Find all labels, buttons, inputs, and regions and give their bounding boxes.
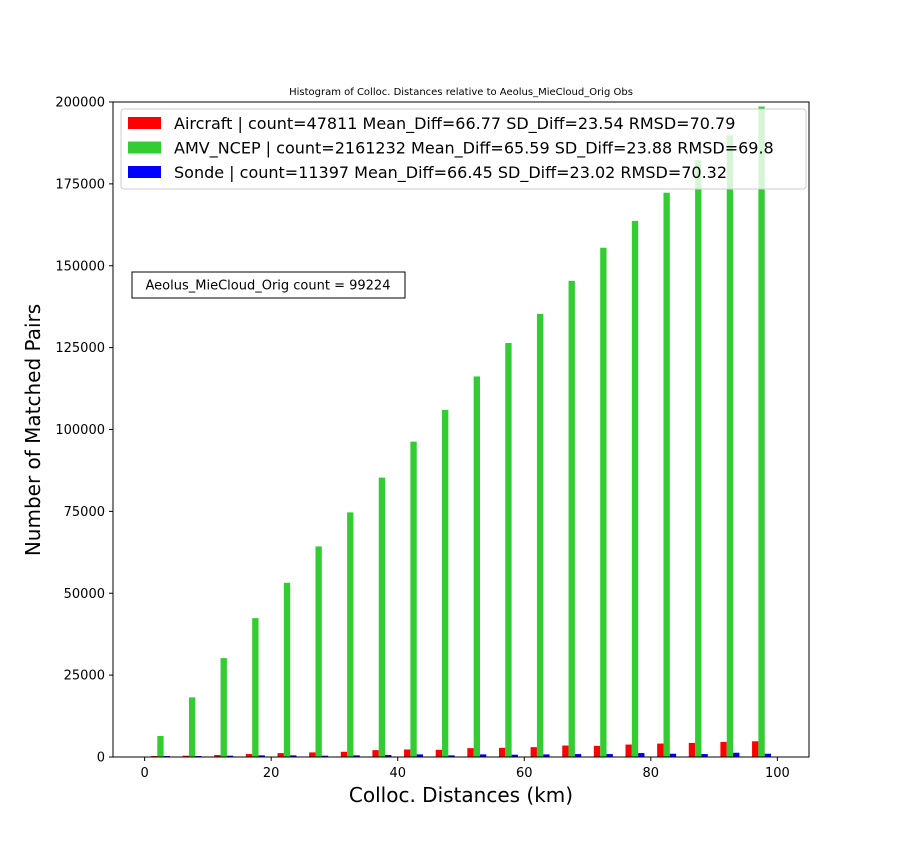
bar-series-2-bin-18	[733, 752, 740, 757]
bar-series-1-bin-14	[600, 247, 607, 758]
y-tick-label: 25000	[64, 669, 105, 684]
y-tick-label: 75000	[64, 505, 105, 520]
legend-swatch	[128, 117, 161, 129]
bar-series-2-bin-2	[226, 755, 234, 757]
bar-series-1-bin-12	[536, 313, 544, 757]
plot-frame	[112, 101, 810, 758]
bar-series-2-bin-8	[416, 754, 424, 757]
bar-series-1-bin-19	[758, 106, 765, 758]
y-tick-label: 175000	[55, 177, 105, 192]
bar-series-0-bin-18	[720, 741, 727, 757]
bar-series-1-bin-6	[347, 512, 354, 757]
bar-series-2-bin-7	[385, 755, 392, 757]
bar-series-0-bin-15	[625, 744, 632, 757]
bar-series-0-bin-6	[340, 751, 348, 757]
y-tick-label: 100000	[55, 423, 105, 438]
bar-series-0-bin-4	[277, 753, 284, 757]
x-tick-label: 0	[140, 766, 148, 781]
bar-series-2-bin-13	[574, 754, 582, 757]
bar-series-1-bin-13	[568, 280, 575, 757]
bar-series-1-bin-2	[220, 658, 227, 757]
bar-series-2-bin-19	[764, 753, 772, 757]
bar-series-1-bin-8	[410, 441, 417, 757]
bar-series-0-bin-9	[435, 749, 443, 757]
x-tick-label: 100	[765, 766, 790, 781]
bars-layer	[150, 106, 772, 758]
bar-series-2-bin-15	[638, 753, 645, 757]
bar-series-0-bin-14	[593, 745, 601, 757]
bar-series-1-bin-0	[157, 736, 164, 757]
legend-label: Aircraft | count=47811 Mean_Diff=66.77 S…	[174, 114, 735, 134]
y-axis: 0 25000 50000 75000 100000 125000 150000 175000…	[55, 96, 113, 766]
x-axis: 0 20 40 60 80 100	[140, 757, 790, 781]
bar-series-2-bin-10	[479, 754, 487, 757]
bar-series-0-bin-11	[498, 747, 506, 757]
annotation-box: Aeolus_MieCloud_Orig count = 99224	[131, 271, 406, 299]
bar-series-0-bin-13	[562, 745, 569, 757]
bar-series-1-bin-4	[283, 582, 291, 757]
y-axis-label: Number of Matched Pairs	[21, 304, 45, 556]
bar-series-0-bin-16	[657, 743, 664, 757]
bar-series-1-bin-16	[663, 192, 670, 758]
bar-series-0-bin-1	[182, 755, 189, 757]
bar-series-0-bin-19	[752, 741, 759, 757]
bar-series-2-bin-17	[701, 754, 708, 757]
bar-series-0-bin-8	[404, 749, 411, 757]
x-tick-label: 20	[263, 766, 280, 781]
bar-series-2-bin-3	[258, 755, 265, 757]
legend-frame	[120, 108, 807, 190]
legend-swatch	[128, 166, 161, 178]
bar-series-2-bin-14	[606, 754, 613, 757]
bar-series-2-bin-5	[321, 755, 329, 757]
bar-series-0-bin-7	[372, 750, 379, 757]
y-tick-label: 50000	[64, 587, 105, 602]
bar-series-0-bin-10	[467, 748, 474, 757]
annotation-text: Aeolus_MieCloud_Orig count = 99224	[146, 279, 391, 294]
bar-series-2-bin-9	[448, 755, 455, 757]
bar-series-1-bin-17	[695, 160, 702, 758]
legend-swatch	[128, 141, 161, 154]
bar-series-1-bin-9	[442, 409, 449, 757]
bar-series-2-bin-16	[669, 753, 677, 757]
bar-series-0-bin-3	[245, 754, 253, 757]
x-tick-label: 60	[516, 766, 533, 781]
legend-label: Sonde | count=11397 Mean_Diff=66.45 SD_D…	[174, 163, 727, 183]
bar-series-1-bin-3	[252, 618, 259, 757]
bar-series-0-bin-2	[214, 755, 221, 757]
x-tick-label: 40	[389, 766, 406, 781]
y-tick-label: 0	[97, 751, 105, 766]
bar-series-1-bin-18	[726, 135, 734, 757]
legend: Aircraft | count=47811 Mean_Diff=66.77 S…	[120, 108, 807, 190]
bar-series-1-bin-10	[473, 376, 480, 757]
bar-series-1-bin-7	[378, 477, 386, 757]
bar-series-0-bin-12	[530, 747, 537, 757]
y-tick-label: 125000	[55, 341, 105, 356]
bar-series-0-bin-17	[688, 742, 696, 757]
bar-series-2-bin-12	[543, 754, 550, 757]
x-tick-label: 80	[643, 766, 660, 781]
chart-title: Histogram of Colloc. Distances relative …	[289, 87, 633, 98]
bar-series-1-bin-15	[631, 220, 639, 757]
x-axis-label: Colloc. Distances (km)	[349, 783, 573, 807]
bar-series-1-bin-11	[505, 343, 512, 757]
bar-series-1-bin-1	[188, 697, 196, 757]
legend-label: AMV_NCEP | count=2161232 Mean_Diff=65.59…	[174, 139, 774, 159]
bar-series-2-bin-6	[353, 755, 360, 757]
y-tick-label: 200000	[55, 96, 105, 111]
y-tick-label: 150000	[55, 259, 105, 274]
bar-series-2-bin-4	[290, 755, 297, 757]
bar-series-0-bin-5	[309, 752, 316, 757]
bar-series-1-bin-5	[315, 546, 322, 757]
bar-series-2-bin-11	[511, 754, 518, 757]
